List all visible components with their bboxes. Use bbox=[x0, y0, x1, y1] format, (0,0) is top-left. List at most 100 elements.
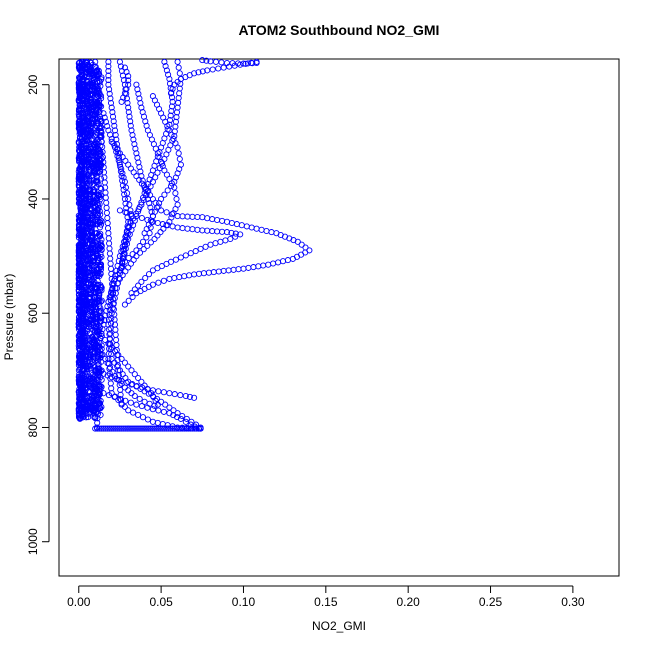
data-point bbox=[118, 425, 125, 432]
data-point bbox=[91, 406, 98, 414]
data-point bbox=[181, 425, 188, 432]
data-point bbox=[87, 399, 94, 406]
data-point bbox=[102, 118, 109, 125]
data-point bbox=[164, 422, 171, 429]
data-point bbox=[76, 400, 83, 408]
data-point bbox=[226, 63, 233, 70]
data-point bbox=[118, 165, 125, 173]
data-point bbox=[127, 218, 134, 225]
data-point bbox=[102, 336, 109, 343]
data-point bbox=[253, 225, 260, 232]
data-point bbox=[121, 301, 128, 308]
data-point bbox=[138, 278, 145, 285]
data-point bbox=[96, 91, 103, 98]
data-point bbox=[166, 390, 173, 397]
data-point bbox=[79, 414, 86, 421]
data-point bbox=[75, 245, 83, 252]
data-point bbox=[223, 229, 231, 236]
data-point bbox=[233, 221, 240, 228]
data-point bbox=[75, 59, 83, 66]
data-point bbox=[157, 229, 164, 236]
data-point bbox=[289, 255, 296, 262]
data-point bbox=[294, 238, 301, 245]
data-point bbox=[128, 290, 135, 297]
data-point bbox=[128, 381, 135, 388]
data-point bbox=[204, 215, 211, 222]
data-point bbox=[133, 425, 141, 432]
data-point bbox=[98, 297, 105, 304]
data-point bbox=[104, 372, 111, 379]
data-point bbox=[149, 387, 156, 394]
data-point bbox=[75, 280, 82, 288]
data-point bbox=[75, 400, 82, 407]
data-point bbox=[90, 199, 97, 206]
data-point bbox=[194, 226, 201, 233]
data-point bbox=[155, 388, 162, 395]
data-point bbox=[173, 114, 180, 121]
data-point bbox=[92, 325, 99, 332]
data-point bbox=[85, 388, 92, 395]
data-point bbox=[94, 272, 101, 279]
data-point bbox=[127, 118, 134, 125]
data-point bbox=[82, 220, 89, 227]
data-point bbox=[183, 425, 190, 432]
data-point bbox=[89, 375, 96, 382]
data-point bbox=[129, 131, 136, 139]
data-point bbox=[128, 390, 135, 397]
data-point bbox=[79, 157, 86, 164]
data-point bbox=[115, 157, 122, 164]
data-point bbox=[104, 123, 111, 130]
data-point bbox=[204, 67, 211, 74]
data-point bbox=[134, 86, 141, 93]
data-point bbox=[95, 406, 102, 413]
data-point bbox=[85, 410, 92, 417]
data-point bbox=[94, 419, 101, 426]
data-point bbox=[214, 216, 221, 224]
data-point bbox=[174, 224, 181, 231]
data-point bbox=[92, 425, 99, 432]
data-point bbox=[161, 191, 168, 198]
x-axis-label: NO2_GMI bbox=[312, 619, 366, 633]
data-point bbox=[225, 267, 232, 274]
data-point bbox=[119, 258, 126, 265]
data-point bbox=[125, 104, 132, 111]
data-point bbox=[183, 415, 190, 422]
data-point bbox=[154, 219, 161, 227]
data-point bbox=[105, 235, 112, 242]
data-point bbox=[81, 382, 88, 389]
data-point bbox=[115, 154, 123, 161]
data-point bbox=[105, 81, 112, 88]
data-point bbox=[96, 400, 103, 407]
data-point bbox=[106, 425, 113, 432]
data-point bbox=[79, 181, 86, 188]
data-point bbox=[121, 246, 128, 253]
data-point bbox=[144, 404, 151, 411]
data-point bbox=[108, 425, 115, 432]
data-point bbox=[127, 122, 134, 129]
data-point bbox=[129, 425, 137, 432]
data-point bbox=[160, 389, 167, 396]
x-tick-label: 0.10 bbox=[232, 595, 256, 609]
data-point bbox=[92, 209, 99, 216]
data-point bbox=[95, 329, 102, 336]
data-point bbox=[175, 64, 182, 71]
data-point bbox=[171, 184, 178, 191]
data-point bbox=[167, 112, 174, 119]
data-point bbox=[176, 90, 183, 97]
data-point bbox=[106, 90, 113, 97]
data-point bbox=[75, 176, 82, 183]
data-point bbox=[79, 95, 86, 103]
data-point bbox=[199, 68, 206, 75]
x-axis: 0.00 0.05 0.10 0.15 0.20 0.25 0.30 bbox=[67, 585, 585, 609]
data-point bbox=[199, 227, 206, 234]
data-point bbox=[154, 419, 161, 426]
data-point bbox=[122, 238, 129, 245]
data-point bbox=[129, 293, 136, 301]
data-point bbox=[125, 218, 132, 225]
data-point bbox=[118, 98, 125, 105]
data-point bbox=[209, 216, 216, 223]
data-point bbox=[177, 415, 184, 422]
data-point bbox=[166, 218, 173, 225]
data-point bbox=[79, 172, 86, 179]
y-axis-label: Pressure (mbar) bbox=[2, 274, 16, 361]
